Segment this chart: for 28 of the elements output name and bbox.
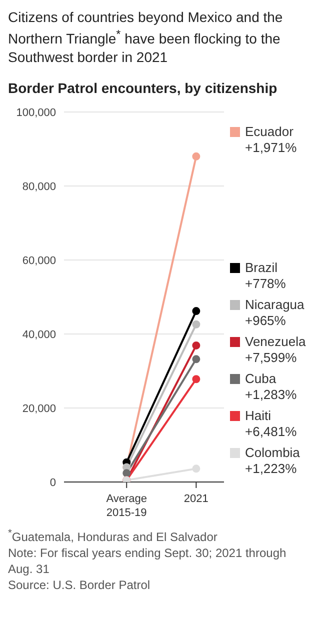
chart-subtitle: Border Patrol encounters, by citizenship — [8, 80, 278, 96]
y-tick-label: 80,000 — [22, 180, 56, 193]
y-tick-label: 0 — [50, 476, 56, 489]
point — [192, 320, 200, 328]
chart-title: Citizens of countries beyond Mexico and the Northern Triangle$^{*}$ have been flocking to the Southwest border in 2021 — [8, 8, 284, 66]
legend-label: Venezuela +7,599% — [245, 334, 306, 366]
point — [192, 354, 200, 363]
y-tick-label: 20,000 — [22, 402, 56, 415]
point — [192, 152, 200, 160]
point — [192, 464, 200, 472]
legend-label: Brazil +778% — [245, 260, 286, 292]
legend-label: Haiti +6,481% — [245, 408, 297, 440]
legend-label: Nicaragua +965% — [245, 296, 304, 329]
point — [122, 468, 131, 477]
point — [192, 306, 200, 315]
x-tick-label: Average 2015-19 — [106, 492, 147, 519]
point — [192, 341, 200, 350]
y-tick-label: 60,000 — [22, 254, 56, 267]
x-tick-label: 2021 — [184, 492, 208, 505]
legend-label: Ecuador +1,971% — [245, 124, 297, 156]
legend-label: Cuba +1,283% — [245, 370, 297, 403]
point — [192, 374, 200, 383]
text: $^{*}$Guatemala, Honduras and El Salvador — [8, 526, 218, 545]
source-note: Source: U.S. Border Patrol — [8, 576, 152, 593]
y-tick-label: 40,000 — [22, 328, 56, 341]
y-tick-label: 100,000 — [16, 106, 56, 119]
legend-label: Colombia +1,223% — [245, 444, 300, 477]
text: Note: For fiscal years ending Sept. 30; 2021 through Aug. 31 — [8, 544, 288, 577]
